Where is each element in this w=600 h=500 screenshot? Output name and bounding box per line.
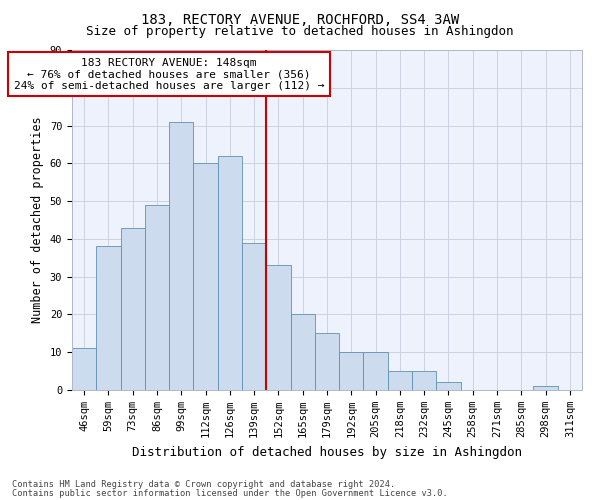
Bar xyxy=(533,386,558,390)
Bar xyxy=(339,352,364,390)
Bar xyxy=(193,164,218,390)
Text: Size of property relative to detached houses in Ashingdon: Size of property relative to detached ho… xyxy=(86,25,514,38)
Text: Contains public sector information licensed under the Open Government Licence v3: Contains public sector information licen… xyxy=(12,489,448,498)
Text: Contains HM Land Registry data © Crown copyright and database right 2024.: Contains HM Land Registry data © Crown c… xyxy=(12,480,395,489)
Bar xyxy=(169,122,193,390)
Bar xyxy=(72,348,96,390)
Bar xyxy=(364,352,388,390)
Bar xyxy=(412,371,436,390)
Bar xyxy=(121,228,145,390)
Bar xyxy=(436,382,461,390)
Bar xyxy=(218,156,242,390)
Bar xyxy=(290,314,315,390)
Bar xyxy=(388,371,412,390)
Bar xyxy=(145,205,169,390)
X-axis label: Distribution of detached houses by size in Ashingdon: Distribution of detached houses by size … xyxy=(132,446,522,458)
Text: 183 RECTORY AVENUE: 148sqm
← 76% of detached houses are smaller (356)
24% of sem: 183 RECTORY AVENUE: 148sqm ← 76% of deta… xyxy=(14,58,325,91)
Text: 183, RECTORY AVENUE, ROCHFORD, SS4 3AW: 183, RECTORY AVENUE, ROCHFORD, SS4 3AW xyxy=(141,12,459,26)
Bar xyxy=(266,266,290,390)
Y-axis label: Number of detached properties: Number of detached properties xyxy=(31,116,44,324)
Bar xyxy=(242,242,266,390)
Bar xyxy=(315,334,339,390)
Bar xyxy=(96,246,121,390)
